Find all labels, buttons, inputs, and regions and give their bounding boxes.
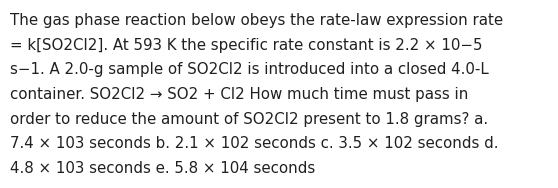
Text: s−1. A 2.0-g sample of SO2Cl2 is introduced into a closed 4.0-L: s−1. A 2.0-g sample of SO2Cl2 is introdu… — [10, 62, 489, 77]
Text: The gas phase reaction below obeys the rate-law expression rate: The gas phase reaction below obeys the r… — [10, 13, 503, 28]
Text: container. SO2Cl2 → SO2 + Cl2 How much time must pass in: container. SO2Cl2 → SO2 + Cl2 How much t… — [10, 87, 468, 102]
Text: 7.4 × 103 seconds b. 2.1 × 102 seconds c. 3.5 × 102 seconds d.: 7.4 × 103 seconds b. 2.1 × 102 seconds c… — [10, 136, 498, 151]
Text: = k[SO2Cl2]. At 593 K the specific rate constant is 2.2 × 10−5: = k[SO2Cl2]. At 593 K the specific rate … — [10, 38, 483, 53]
Text: 4.8 × 103 seconds e. 5.8 × 104 seconds: 4.8 × 103 seconds e. 5.8 × 104 seconds — [10, 161, 315, 176]
Text: order to reduce the amount of SO2Cl2 present to 1.8 grams? a.: order to reduce the amount of SO2Cl2 pre… — [10, 112, 488, 127]
